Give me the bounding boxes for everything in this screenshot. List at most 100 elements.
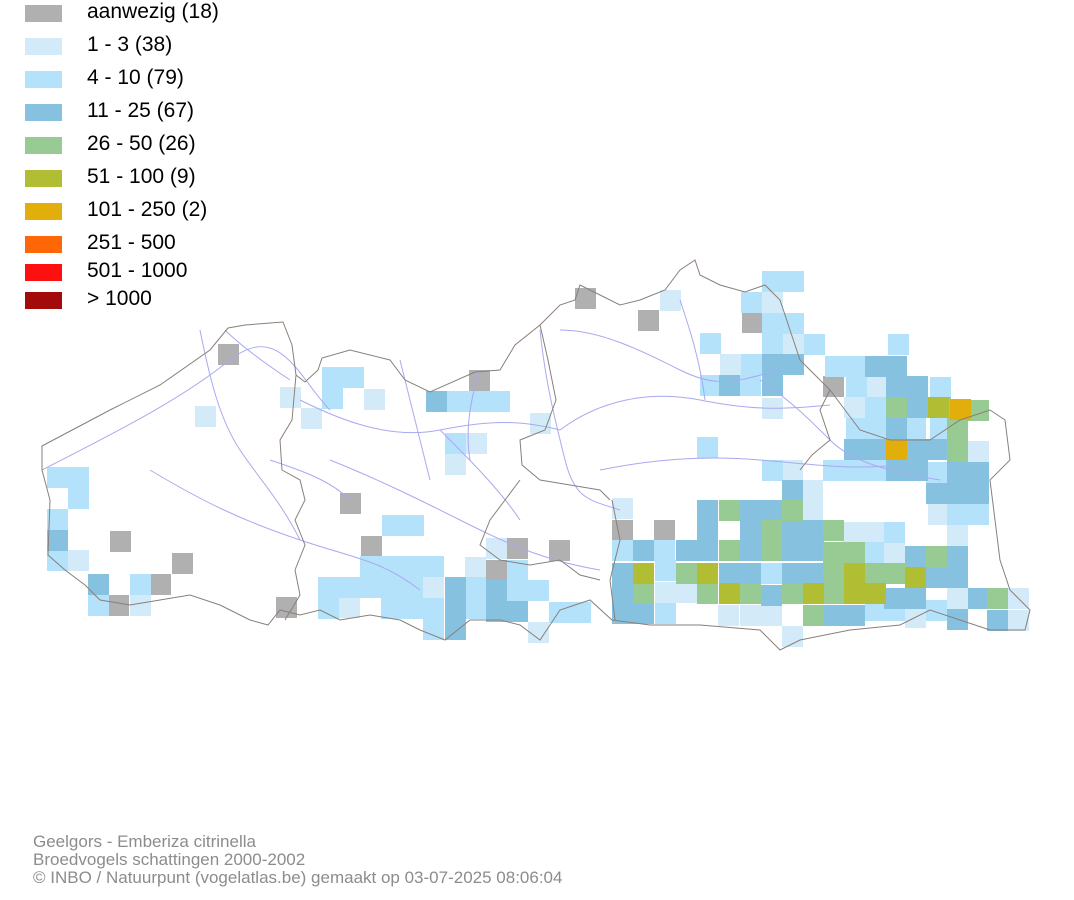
grid-cell [928, 397, 949, 418]
grid-cell [803, 563, 824, 584]
grid-cell [445, 598, 466, 619]
grid-cell [947, 420, 968, 441]
legend-label: 251 - 500 [87, 231, 176, 254]
grid-cell [987, 588, 1008, 609]
grid-cell [823, 583, 844, 604]
grid-cell [926, 462, 947, 483]
grid-cell [697, 540, 718, 561]
grid-cell [402, 556, 423, 577]
grid-cell [468, 391, 489, 412]
grid-cell [655, 603, 676, 624]
grid-cell [761, 605, 782, 626]
grid-cell [654, 520, 675, 541]
legend-item: 101 - 250 (2) [25, 198, 325, 221]
grid-cell [719, 375, 740, 396]
grid-cell [844, 542, 865, 563]
grid-cell [660, 290, 681, 311]
grid-cell [322, 367, 343, 388]
grid-cell [968, 441, 989, 462]
grid-cell [884, 588, 905, 609]
grid-cell [928, 504, 949, 525]
grid-cell [403, 515, 424, 536]
grid-cell [865, 397, 886, 418]
grid-cell [844, 397, 865, 418]
legend-item: 251 - 500 [25, 231, 325, 254]
grid-cell [947, 525, 968, 546]
grid-cell [528, 622, 549, 643]
grid-cell [907, 376, 928, 397]
grid-cell [612, 563, 633, 584]
grid-cell [47, 530, 68, 551]
grid-cell [447, 391, 468, 412]
legend-label: aanwezig (18) [87, 0, 219, 23]
grid-cell [761, 585, 782, 606]
grid-cell [846, 356, 867, 377]
grid-cell [360, 577, 381, 598]
legend-label: 26 - 50 (26) [87, 132, 196, 155]
grid-cell [130, 595, 151, 616]
grid-cell [718, 605, 739, 626]
grid-cell [823, 520, 844, 541]
grid-cell [318, 598, 339, 619]
grid-cell [68, 550, 89, 571]
grid-cell [700, 333, 721, 354]
grid-cell [507, 580, 528, 601]
copyright-line: © INBO / Natuurpunt (vogelatlas.be) gema… [33, 868, 563, 887]
grid-cell [886, 439, 907, 460]
grid-cell [445, 433, 466, 454]
grid-cell [783, 354, 804, 375]
grid-cell [865, 600, 886, 621]
grid-cell [528, 580, 549, 601]
grid-cell [844, 563, 865, 584]
grid-cell [486, 560, 507, 581]
grid-cell [863, 542, 884, 563]
grid-cell [465, 577, 486, 598]
grid-cell [846, 418, 867, 439]
grid-cell [465, 557, 486, 578]
grid-cell [865, 563, 886, 584]
grid-cell [823, 460, 844, 481]
grid-cell [782, 520, 803, 541]
grid-cell [612, 498, 633, 519]
grid-cell [865, 376, 886, 397]
legend-label: > 1000 [87, 287, 152, 310]
grid-cell [549, 602, 570, 623]
grid-cell [823, 563, 844, 584]
grid-cell [361, 536, 382, 557]
grid-cell [905, 418, 926, 439]
rivers-and-canals [41, 299, 941, 591]
grid-cell [486, 580, 507, 601]
grid-cell [719, 563, 740, 584]
grid-cell [947, 588, 968, 609]
grid-cell [926, 600, 947, 621]
grid-cell [762, 354, 783, 375]
grid-cell [740, 605, 761, 626]
grid-cell [888, 334, 909, 355]
grid-cell [740, 540, 761, 561]
grid-cell [782, 460, 803, 481]
grid-cell [844, 583, 865, 604]
grid-cell [865, 356, 886, 377]
grid-cell [402, 577, 423, 598]
grid-cell [865, 460, 886, 481]
grid-cell [382, 515, 403, 536]
grid-cell [823, 542, 844, 563]
grid-cell [110, 531, 131, 552]
grid-cell [761, 500, 782, 521]
dataset-subtitle: Broedvogels schattingen 2000-2002 [33, 850, 306, 869]
grid-cell [740, 500, 761, 521]
grid-cell [1008, 610, 1029, 631]
grid-cell [465, 598, 486, 619]
grid-cell [782, 480, 803, 501]
grid-cell [322, 388, 343, 409]
grid-cell [907, 460, 928, 481]
legend-label: 101 - 250 (2) [87, 198, 208, 221]
grid-cell [907, 439, 928, 460]
grid-cell [762, 460, 783, 481]
grid-cell [360, 556, 381, 577]
grid-cell [740, 375, 761, 396]
legend-item: 26 - 50 (26) [25, 132, 325, 155]
grid-cell [823, 605, 844, 626]
grid-cell [782, 583, 803, 604]
grid-cell [825, 356, 846, 377]
